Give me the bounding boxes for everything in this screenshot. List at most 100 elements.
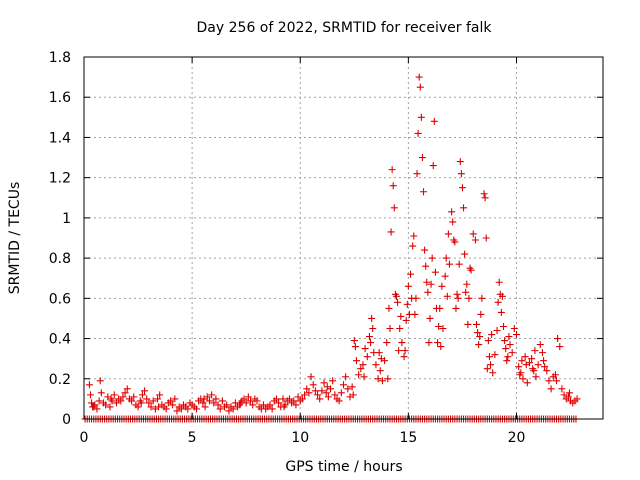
data-point (436, 304, 444, 312)
data-point (505, 333, 513, 341)
data-point (491, 351, 499, 359)
data-point (237, 399, 245, 407)
data-point (564, 393, 572, 401)
data-point (200, 395, 208, 403)
y-axis-label: SRMTID / TECUs (7, 182, 23, 295)
data-point (307, 373, 315, 381)
data-point (469, 230, 477, 238)
data-point (137, 399, 145, 407)
data-point (543, 367, 551, 375)
data-point (331, 391, 339, 399)
data-point (449, 218, 457, 226)
data-point (349, 391, 357, 399)
data-point (411, 310, 419, 318)
data-point (171, 395, 179, 403)
data-point (424, 288, 432, 296)
data-point (415, 73, 423, 81)
data-point (154, 395, 162, 403)
data-point (86, 391, 94, 399)
data-point (515, 363, 523, 371)
data-point (437, 343, 445, 351)
data-point (489, 369, 497, 377)
data-point (422, 262, 430, 270)
data-point (130, 393, 138, 401)
data-point (294, 393, 302, 401)
data-point (444, 230, 452, 238)
data-point (538, 349, 546, 357)
data-point (320, 379, 328, 387)
data-point (167, 397, 174, 405)
data-point (402, 316, 410, 324)
data-point (573, 395, 581, 403)
data-point (545, 377, 553, 385)
data-point (335, 397, 343, 405)
data-point (208, 391, 216, 399)
data-point (387, 228, 395, 236)
data-point (149, 397, 157, 405)
data-point (359, 361, 367, 369)
data-point (351, 343, 359, 351)
grid-lines (84, 57, 603, 419)
data-point (410, 232, 418, 240)
data-point (184, 405, 192, 413)
data-point (214, 401, 222, 409)
data-point (451, 238, 459, 246)
data-point (247, 397, 255, 405)
data-point (408, 294, 416, 302)
data-point (400, 353, 408, 361)
data-point (117, 397, 125, 405)
data-point (123, 385, 131, 393)
data-point (112, 399, 120, 407)
data-point (502, 345, 510, 353)
data-point (438, 282, 446, 290)
data-point (141, 387, 149, 395)
data-point (463, 280, 471, 288)
data-point (383, 339, 391, 347)
data-point (516, 371, 524, 379)
data-point (389, 182, 397, 190)
data-point (540, 357, 548, 365)
data-point (493, 327, 501, 335)
data-point (253, 397, 261, 405)
data-point (390, 204, 398, 212)
data-point (268, 405, 276, 413)
data-point (377, 355, 385, 363)
data-point (375, 349, 383, 357)
data-point (199, 399, 207, 407)
data-point (201, 403, 209, 411)
data-point (462, 288, 470, 296)
y-tick-label: 1 (62, 211, 71, 227)
data-point (455, 260, 463, 268)
data-point (337, 389, 345, 397)
data-point (510, 325, 518, 332)
x-tick-label: 20 (508, 430, 526, 446)
x-tick-label: 10 (291, 430, 309, 446)
data-point (481, 194, 489, 202)
data-point (384, 375, 392, 383)
data-point (311, 387, 319, 395)
data-point (396, 325, 404, 332)
data-point (500, 322, 508, 330)
data-point (97, 389, 105, 397)
data-point (426, 314, 434, 322)
data-point (324, 393, 332, 401)
data-point (445, 260, 453, 268)
data-point (483, 365, 491, 373)
data-point (464, 320, 472, 328)
data-point (259, 401, 267, 409)
data-point (360, 373, 368, 381)
data-point (249, 401, 257, 409)
data-point (403, 300, 411, 308)
data-point (441, 272, 449, 280)
data-point (421, 246, 429, 254)
data-point (119, 393, 127, 401)
data-point (376, 367, 384, 375)
data-point (498, 292, 506, 300)
data-point (488, 331, 496, 339)
data-point (428, 254, 436, 262)
data-point (434, 339, 442, 347)
data-point (279, 395, 287, 403)
data-point (503, 357, 511, 365)
data-point (303, 385, 311, 393)
data-point (361, 345, 369, 353)
